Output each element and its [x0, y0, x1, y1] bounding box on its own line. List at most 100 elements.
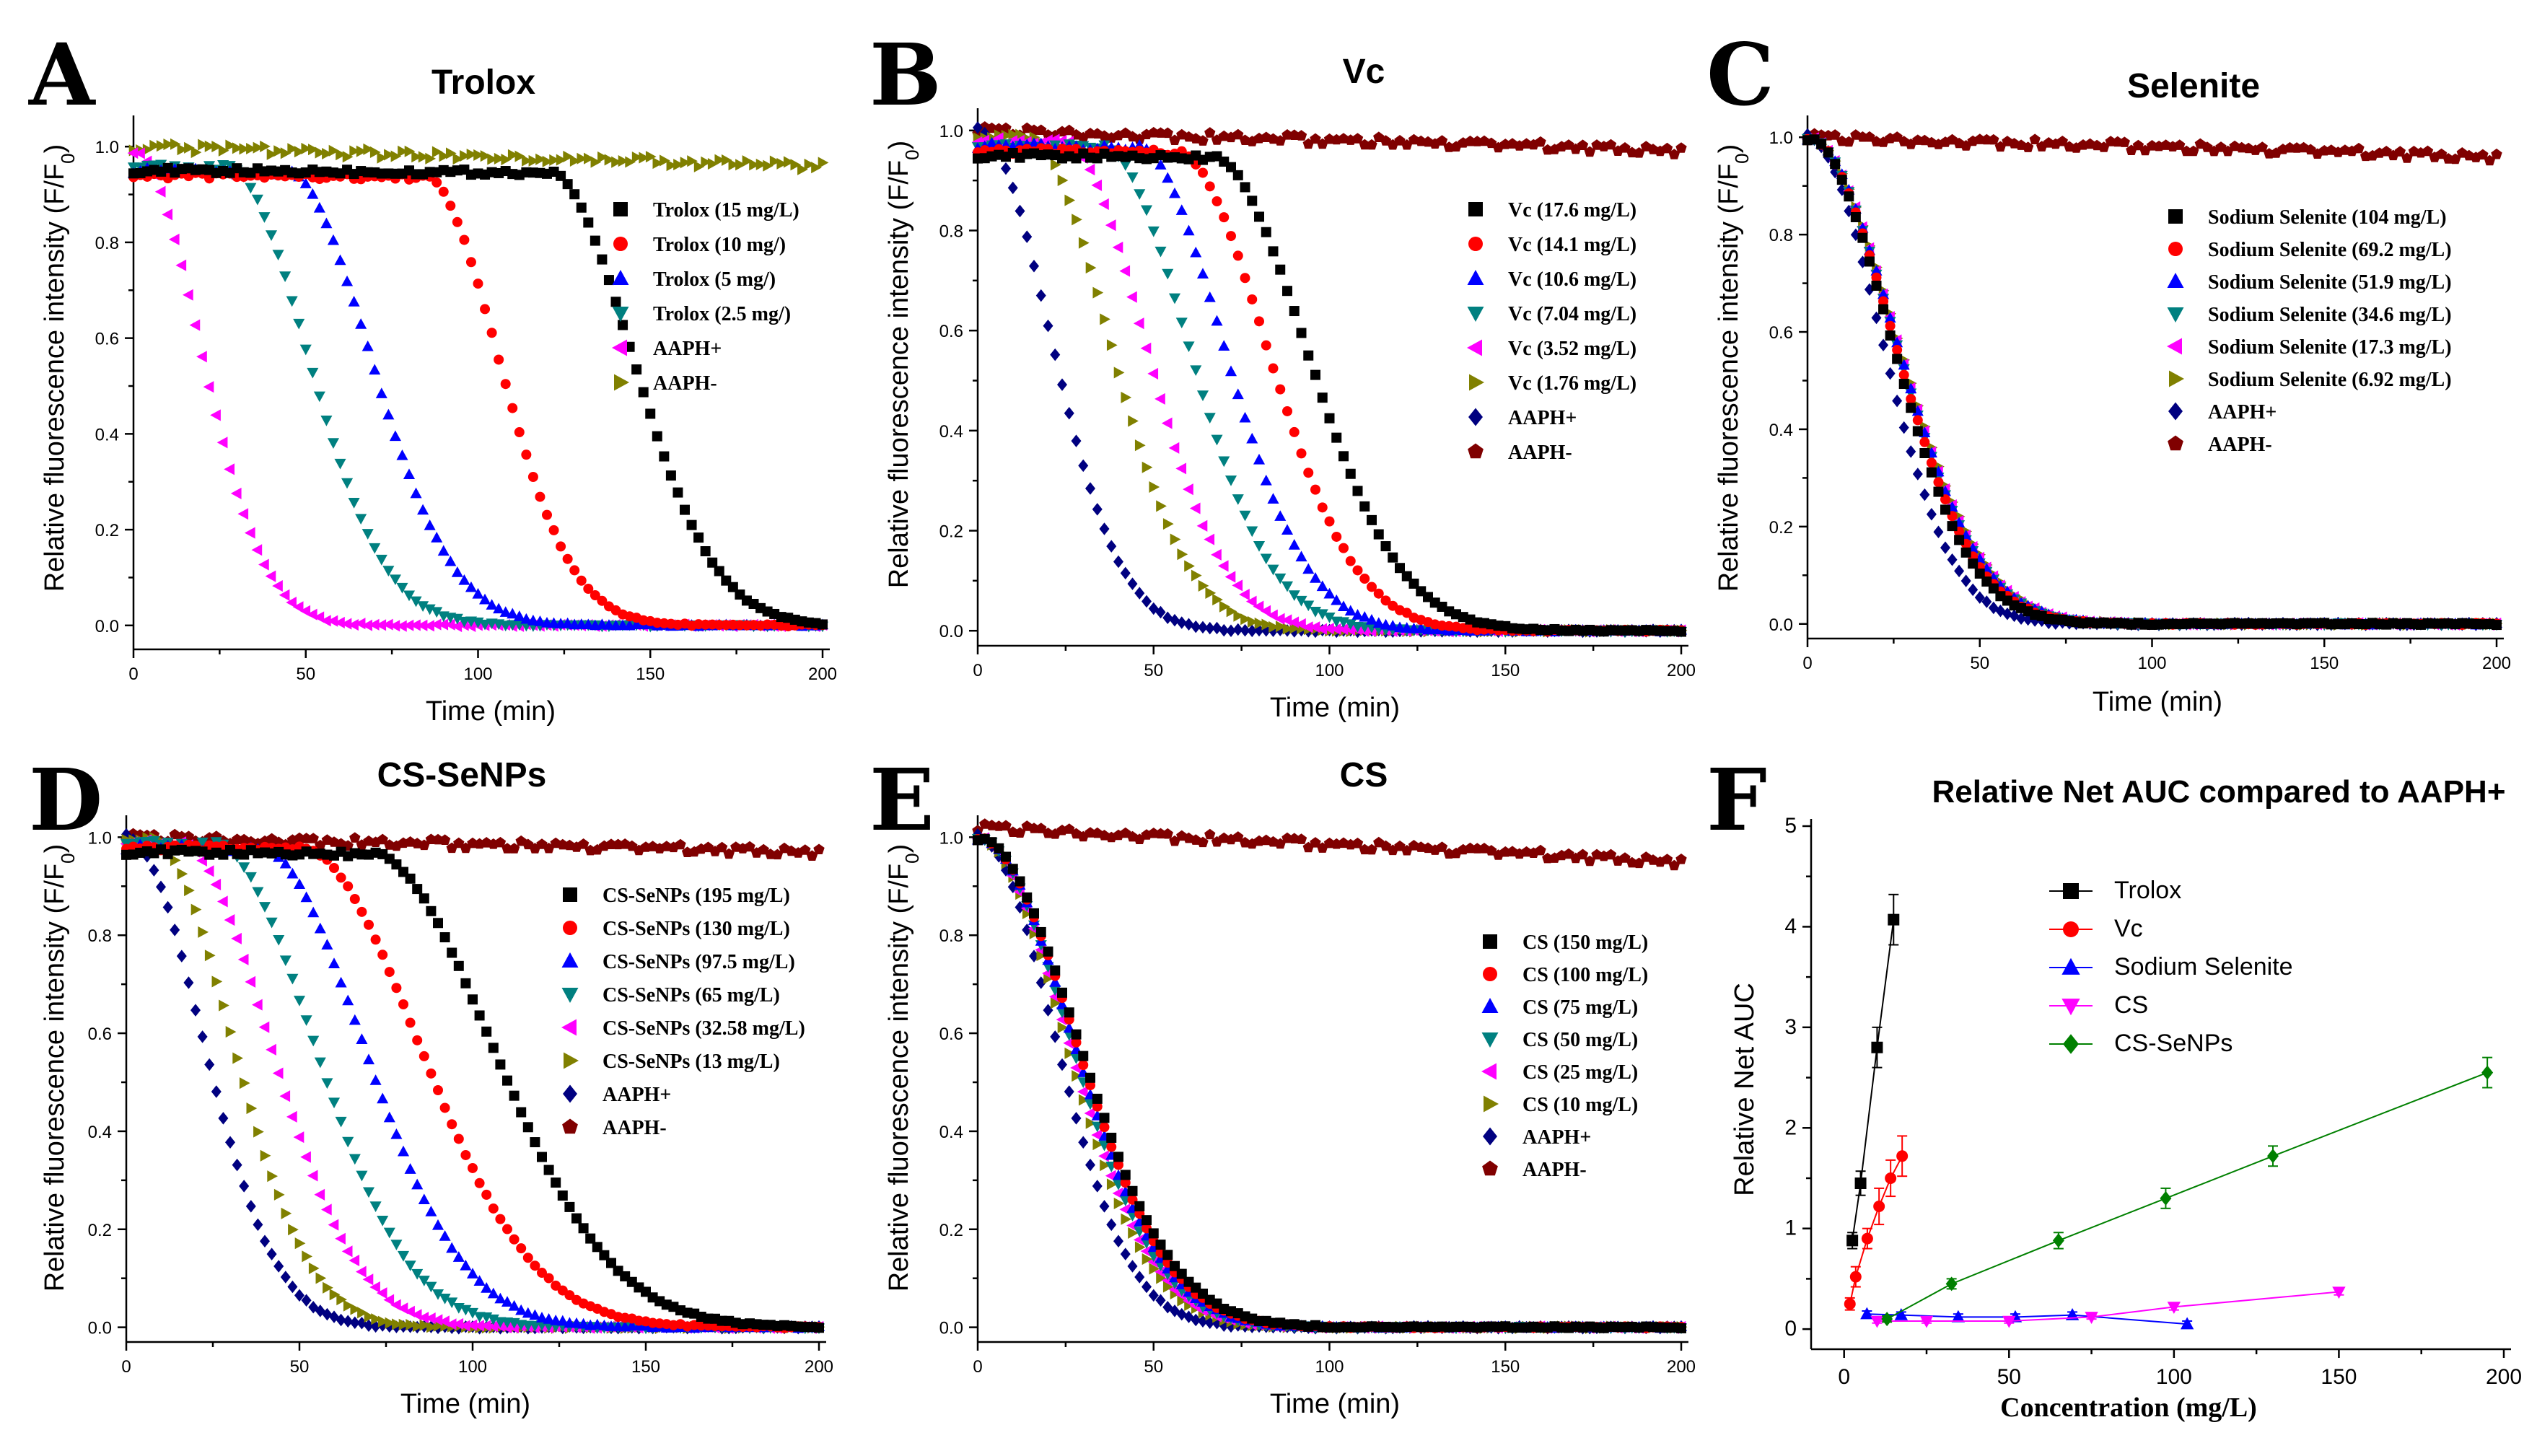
data-point: [1175, 204, 1188, 215]
legend-marker: [2168, 435, 2183, 451]
data-point: [218, 1112, 229, 1125]
data-point: [1261, 227, 1271, 237]
data-point: [1233, 610, 1245, 622]
panel-letter-f: F: [1706, 750, 1767, 850]
data-point: [301, 142, 312, 154]
data-point: [439, 1230, 451, 1241]
x-tick-label-f: 0: [1838, 1365, 1850, 1389]
data-point: [570, 1317, 583, 1328]
data-point: [245, 872, 257, 883]
data-point: [1211, 548, 1222, 561]
legend-b: Vc (17.6 mg/L) Vc (14.1 mg/L) Vc (10.6 mg/…: [1467, 199, 1636, 464]
data-point: [336, 1294, 347, 1306]
data-point: [1205, 587, 1217, 599]
data-point: [329, 863, 339, 874]
data-point: [258, 1021, 270, 1033]
data-point: [1471, 843, 1483, 854]
data-point: [1000, 820, 1012, 831]
data-point: [1168, 442, 1180, 454]
data-point: [2052, 1233, 2064, 1248]
data-point: [1974, 568, 1985, 579]
data-point: [327, 438, 339, 449]
data-point: [1092, 1180, 1103, 1193]
legend-entry: CS-SeNPs: [2049, 1030, 2233, 1057]
data-point: [1260, 474, 1272, 486]
data-point: [237, 953, 249, 965]
data-point: [154, 185, 166, 198]
data-point: [430, 618, 442, 631]
data-point: [1296, 328, 1307, 338]
data-point: [585, 1233, 596, 1244]
data-point: [1919, 1315, 1934, 1328]
data-point: [2422, 145, 2434, 157]
data-point: [1042, 134, 1053, 146]
data-point: [1155, 1294, 1166, 1307]
data-point: [1196, 519, 1208, 532]
data-point: [163, 139, 175, 151]
data-point: [1873, 1201, 1885, 1213]
data-point: [509, 1090, 520, 1101]
data-point: [362, 1053, 375, 1065]
data-point: [473, 1275, 486, 1286]
data-point: [1254, 316, 1264, 327]
data-point: [1351, 609, 1364, 620]
data-point: [1211, 434, 1223, 446]
data-point: [439, 1294, 451, 1304]
x-tick-label-a: 100: [463, 665, 492, 684]
data-point: [1007, 181, 1018, 195]
data-point: [203, 381, 214, 393]
data-point: [1078, 1051, 1089, 1061]
x-tick-label-d: 0: [121, 1357, 131, 1377]
y-tick-label-d: 1.0: [88, 828, 112, 848]
y-tick-label-e: 0.0: [939, 1319, 963, 1338]
data-point: [592, 1242, 603, 1253]
y-tick-label-b: 1.0: [939, 122, 963, 141]
data-point: [293, 878, 306, 890]
data-point: [1373, 529, 1384, 540]
data-point: [631, 151, 643, 164]
data-point: [1974, 591, 1985, 604]
series-f-1: [1844, 1135, 1909, 1311]
y-tick-label-c: 0.6: [1769, 323, 1793, 343]
data-point: [397, 1145, 410, 1157]
data-point: [418, 151, 429, 163]
data-point: [389, 430, 401, 442]
legend-marker: [1467, 270, 1484, 285]
data-point: [556, 541, 566, 552]
data-point: [1310, 837, 1321, 848]
data-point: [611, 156, 622, 168]
data-point: [1881, 1312, 1893, 1327]
data-point: [1232, 579, 1243, 592]
data-point: [287, 143, 299, 155]
series-a-0: [128, 162, 828, 630]
data-point: [783, 156, 794, 168]
data-point: [410, 619, 421, 631]
data-point: [375, 554, 387, 566]
y-tick-label-c: 0.2: [1769, 518, 1793, 538]
data-point: [1268, 620, 1279, 633]
data-point: [458, 574, 470, 585]
data-point: [1310, 369, 1320, 380]
data-point: [571, 1213, 582, 1224]
data-point: [1344, 605, 1357, 616]
data-point: [790, 159, 802, 171]
data-point: [406, 1319, 416, 1331]
y-tick-label-b: 0.0: [939, 622, 963, 641]
series-f-4: [1881, 1056, 2494, 1327]
data-point: [252, 999, 263, 1011]
data-point: [1830, 159, 1841, 170]
data-point: [1036, 950, 1048, 962]
data-point: [1885, 367, 1896, 380]
data-point: [322, 147, 333, 160]
data-point: [549, 154, 560, 166]
data-point: [687, 155, 698, 167]
data-point: [1050, 997, 1061, 1009]
data-point: [707, 157, 719, 170]
data-point: [382, 566, 395, 576]
data-point: [590, 156, 602, 168]
data-point: [405, 1017, 416, 1028]
data-point: [1288, 616, 1300, 628]
data-point: [1043, 319, 1053, 333]
data-point: [1303, 350, 1314, 361]
legend-marker: [614, 374, 629, 391]
